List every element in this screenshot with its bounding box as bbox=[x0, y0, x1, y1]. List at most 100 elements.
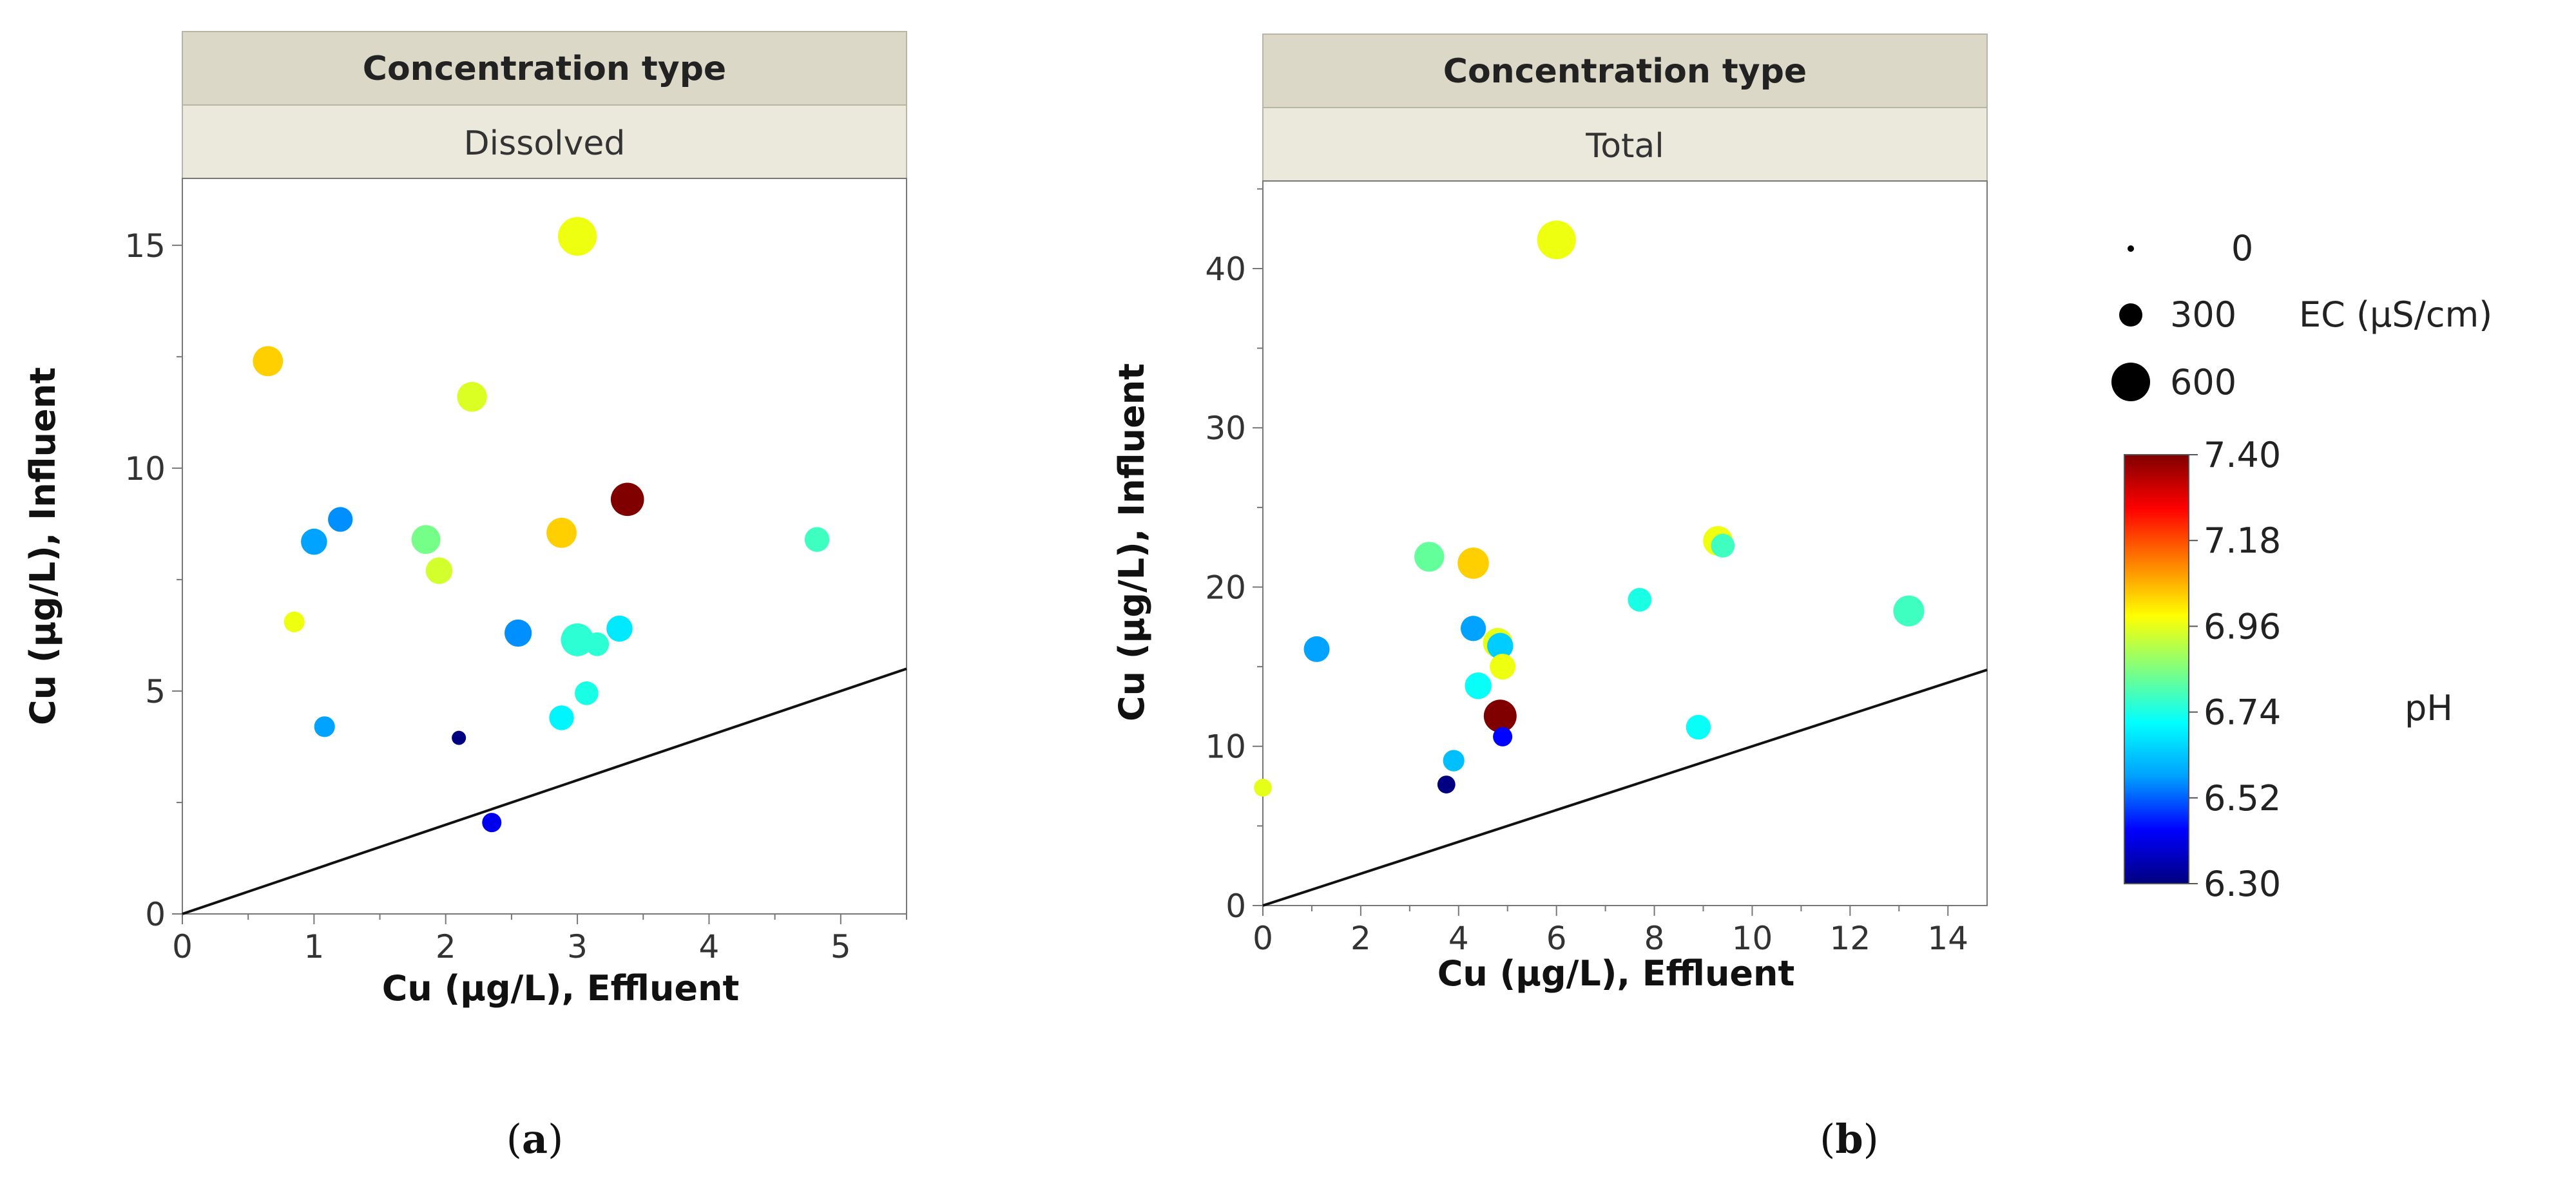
panel-a-data-point bbox=[610, 482, 644, 517]
panel-b-x-tick-label: 6 bbox=[1546, 920, 1567, 957]
panel-a-x-tick-label: 0 bbox=[172, 928, 193, 965]
size-legend-label-300: 300 bbox=[2170, 294, 2236, 335]
panel-a-data-point bbox=[561, 623, 594, 656]
panel-b-header-value: Total bbox=[1585, 127, 1664, 166]
color-legend-tick-label: 6.52 bbox=[2204, 778, 2281, 819]
panel-b-layer: 0 2 4 6 8 10 12 14 0 10 20 30 40 bbox=[1205, 188, 1988, 957]
panel-a-x-tick-label: 1 bbox=[303, 928, 324, 965]
color-legend-title: pH bbox=[2405, 688, 2453, 728]
panel-a-data-point bbox=[557, 216, 597, 256]
panel-b-reference-line bbox=[1262, 669, 1988, 907]
panel-b-plot-area bbox=[1262, 180, 1988, 906]
panel-a-data-point bbox=[549, 705, 574, 730]
caption-a-letter: a bbox=[522, 1116, 548, 1163]
color-legend-bar bbox=[2124, 454, 2189, 884]
panel-a-data-point bbox=[284, 611, 305, 632]
panel-a-data-point bbox=[546, 517, 577, 548]
panel-b-x-tick-label: 8 bbox=[1644, 920, 1665, 957]
panel-b-data-point bbox=[1490, 654, 1516, 680]
panel-b-x-tick-label: 0 bbox=[1253, 920, 1273, 957]
size-legend-title: EC (µS/cm) bbox=[2299, 294, 2492, 335]
panel-b-x-tick-label: 12 bbox=[1830, 920, 1871, 957]
panel-b-y-tick-label: 0 bbox=[1226, 888, 1246, 925]
caption-b-open: ( bbox=[1820, 1116, 1835, 1163]
panel-b-data-point bbox=[1443, 750, 1465, 772]
panel-b-header-value-bg bbox=[1262, 107, 1988, 182]
panel-a-data-point bbox=[482, 813, 502, 833]
size-legend-marker-300 bbox=[2119, 303, 2142, 327]
panel-b-x-tick-label: 10 bbox=[1732, 920, 1773, 957]
panel-b-data-point bbox=[1483, 699, 1517, 733]
panel-a-data-point bbox=[585, 632, 610, 656]
panel-a-y-tick-label: 10 bbox=[124, 450, 166, 488]
panel-b-y-tick-label: 20 bbox=[1205, 569, 1246, 606]
panel-b-data-point bbox=[1465, 672, 1492, 699]
panel-b-header: Concentration type Total bbox=[1262, 33, 1988, 182]
panel-a-y-tick-label: 0 bbox=[145, 896, 166, 933]
color-legend-tick-label: 6.74 bbox=[2204, 692, 2281, 733]
panel-a-data-point bbox=[253, 346, 284, 377]
caption-a-open: ( bbox=[506, 1116, 522, 1163]
color-legend-tick-label: 7.18 bbox=[2204, 520, 2281, 561]
panel-b-data-point bbox=[1686, 714, 1711, 740]
panel-a-x-tick-label: 2 bbox=[436, 928, 456, 965]
panel-b-y-tick-label: 30 bbox=[1205, 410, 1246, 447]
panel-a-data-point bbox=[804, 527, 830, 552]
color-legend: pH 7.40 7.18 6.96 6.74 6.52 6.30 bbox=[2124, 435, 2453, 904]
panel-a-layer: 0 1 2 3 4 5 0 5 10 15 bbox=[124, 216, 907, 965]
panel-b-header-title-bg bbox=[1262, 33, 1988, 108]
panel-a-header-title-bg bbox=[182, 31, 907, 106]
panel-b-data-point bbox=[1893, 595, 1925, 627]
panel-a-y-tick-label: 15 bbox=[124, 227, 166, 265]
panel-a-data-point bbox=[301, 528, 327, 555]
panel-a-x-tick-label: 4 bbox=[699, 928, 720, 965]
panel-b-data-point bbox=[1628, 587, 1652, 612]
panel-a-y-axis-title: Cu (µg/L), Influent bbox=[23, 367, 63, 725]
size-legend-label-600: 600 bbox=[2170, 362, 2236, 403]
panel-a-header: Concentration type Dissolved bbox=[182, 31, 907, 179]
panel-a-data-point bbox=[606, 615, 633, 642]
panel-a-data-point bbox=[314, 716, 335, 737]
panel-a-data-point bbox=[425, 557, 453, 584]
panel-b-data-point bbox=[1457, 547, 1489, 579]
panel-b-header-title: Concentration type bbox=[1443, 52, 1807, 91]
panel-b-data-point bbox=[1303, 636, 1330, 662]
panel-b-x-tick-label: 2 bbox=[1350, 920, 1371, 957]
caption-a-close: ) bbox=[548, 1116, 563, 1163]
color-legend-tick-label: 6.30 bbox=[2204, 864, 2281, 904]
panel-b-y-axis-title: Cu (µg/L), Influent bbox=[1111, 363, 1152, 721]
panel-b-x-tick-label: 14 bbox=[1927, 920, 1968, 957]
panel-b-x-axis-title: Cu (µg/L), Effluent bbox=[1437, 953, 1795, 994]
panel-a-data-point bbox=[505, 619, 532, 647]
caption-a: (a) bbox=[506, 1116, 564, 1163]
panel-b-data-point bbox=[1487, 632, 1514, 660]
caption-b-letter: b bbox=[1835, 1116, 1863, 1163]
panel-a-data-point bbox=[328, 507, 353, 532]
panel-b-data-point bbox=[1414, 542, 1445, 572]
panel-b-data-point bbox=[1437, 775, 1456, 793]
panel-a-y-tick-label: 5 bbox=[145, 673, 166, 710]
panel-b-data-point bbox=[1537, 220, 1576, 260]
color-legend-tick-label: 6.96 bbox=[2204, 606, 2281, 647]
panel-a-data-point bbox=[457, 382, 487, 412]
panel-a-header-value: Dissolved bbox=[464, 124, 626, 163]
panel-a-data-point bbox=[452, 730, 466, 745]
panel-a-plot-area bbox=[182, 178, 907, 915]
size-legend-marker-0 bbox=[2128, 245, 2134, 252]
panel-a-header-value-bg bbox=[182, 104, 907, 179]
caption-b: (b) bbox=[1820, 1116, 1879, 1163]
panel-a-header-title: Concentration type bbox=[363, 50, 726, 88]
color-legend-tick-label: 7.40 bbox=[2204, 435, 2281, 475]
panel-b-data-point bbox=[1493, 726, 1513, 746]
size-legend: 0 300 600 EC (µS/cm) bbox=[2111, 228, 2492, 403]
panel-a-x-tick-label: 5 bbox=[831, 928, 851, 965]
panel-b-data-point bbox=[1254, 779, 1272, 797]
size-legend-label-0: 0 bbox=[2231, 228, 2253, 269]
size-legend-marker-600 bbox=[2111, 363, 2150, 401]
caption-b-close: ) bbox=[1863, 1116, 1879, 1163]
panel-b-x-tick-label: 4 bbox=[1448, 920, 1469, 957]
panel-a-data-point bbox=[411, 525, 441, 555]
panel-b-y-tick-label: 40 bbox=[1205, 251, 1246, 288]
panel-a-x-tick-label: 3 bbox=[567, 928, 588, 965]
